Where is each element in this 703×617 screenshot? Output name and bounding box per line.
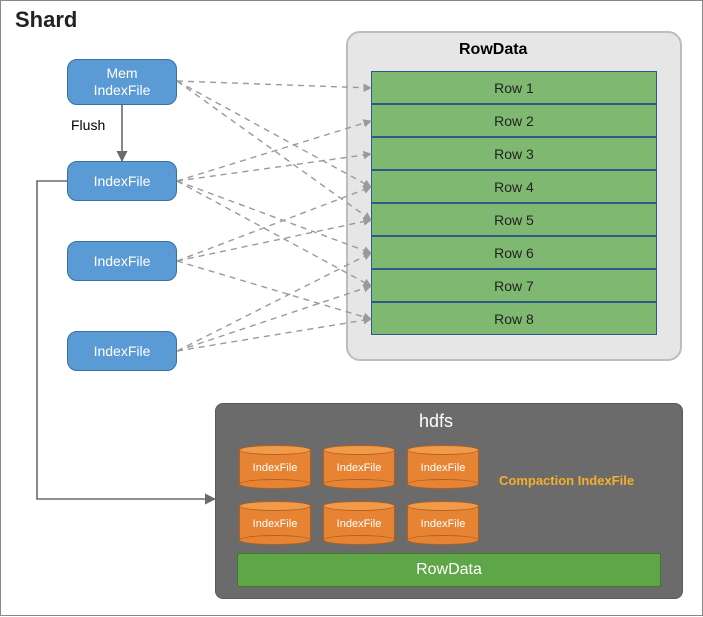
cylinder-label: IndexFile <box>239 518 311 530</box>
row-cell: Row 8 <box>371 302 657 335</box>
indexfile-cylinder: IndexFile <box>239 445 311 489</box>
cylinder-label: IndexFile <box>323 518 395 530</box>
row-cell: Row 2 <box>371 104 657 137</box>
shard-title: Shard <box>15 7 77 33</box>
row-cell: Row 4 <box>371 170 657 203</box>
indexfile-node-1: IndexFile <box>67 161 177 201</box>
cylinder-label: IndexFile <box>239 462 311 474</box>
row-cell: Row 5 <box>371 203 657 236</box>
indexfile-node-2: IndexFile <box>67 241 177 281</box>
cylinder-label: IndexFile <box>323 462 395 474</box>
row-cell: Row 7 <box>371 269 657 302</box>
compaction-label: Compaction IndexFile <box>499 473 634 488</box>
rowdata-panel-label: RowData <box>459 41 527 59</box>
row-cell: Row 1 <box>371 71 657 104</box>
indexfile-cylinder: IndexFile <box>323 445 395 489</box>
hdfs-rowdata-box: RowData <box>237 553 661 587</box>
indexfile-cylinder: IndexFile <box>407 445 479 489</box>
row-cell: Row 6 <box>371 236 657 269</box>
flush-label: Flush <box>71 117 105 133</box>
cylinder-label: IndexFile <box>407 462 479 474</box>
hdfs-panel-label: hdfs <box>419 411 453 432</box>
diagram-canvas: Shard RowData Row 1Row 2Row 3Row 4Row 5R… <box>0 0 703 616</box>
indexfile-cylinder: IndexFile <box>407 501 479 545</box>
indexfile-cylinder: IndexFile <box>323 501 395 545</box>
indexfile-cylinder: IndexFile <box>239 501 311 545</box>
cylinder-label: IndexFile <box>407 518 479 530</box>
mem-indexfile-node: Mem IndexFile <box>67 59 177 105</box>
indexfile-node-3: IndexFile <box>67 331 177 371</box>
row-stack: Row 1Row 2Row 3Row 4Row 5Row 6Row 7Row 8 <box>371 71 657 335</box>
row-cell: Row 3 <box>371 137 657 170</box>
